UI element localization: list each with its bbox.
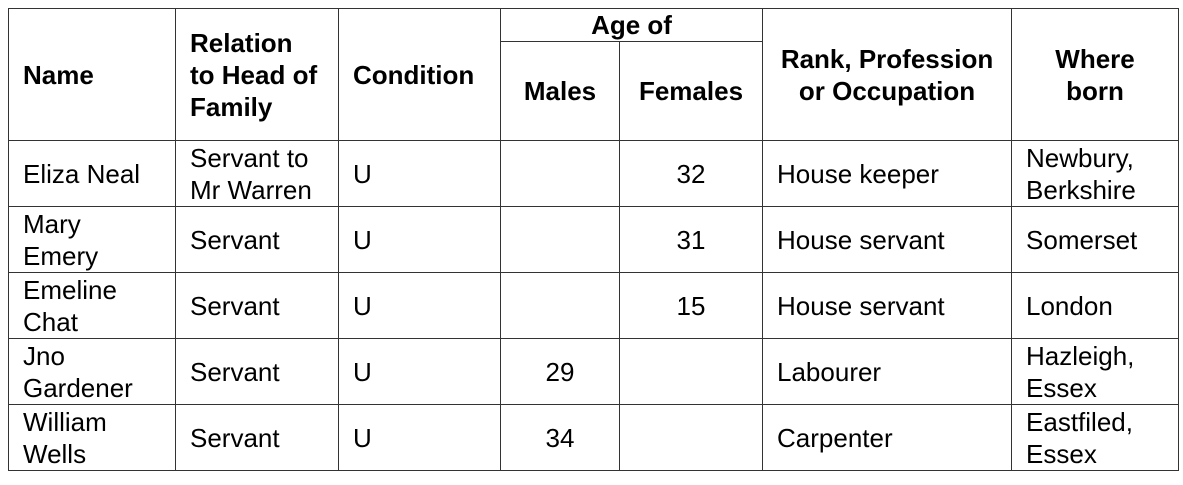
cell-occupation: House servant bbox=[762, 272, 1013, 339]
cell-males bbox=[500, 140, 620, 207]
cell-where-born: Newbury, Berkshire bbox=[1011, 140, 1180, 207]
cell-name: Jno Gardener bbox=[8, 338, 176, 405]
cell-occupation: House keeper bbox=[762, 140, 1013, 207]
table-row: William Wells Servant U 34 Carpenter Eastfile… bbox=[8, 404, 1180, 471]
cell-occupation: Labourer bbox=[762, 338, 1013, 405]
cell-occupation: House servant bbox=[762, 206, 1013, 273]
cell-name: Eliza Neal bbox=[8, 140, 176, 207]
header-name: Name bbox=[8, 8, 176, 141]
cell-males bbox=[500, 272, 620, 339]
cell-females: 15 bbox=[618, 272, 764, 339]
cell-females: 32 bbox=[618, 140, 764, 207]
cell-females: 31 bbox=[618, 206, 764, 273]
census-table: Name Relation to Head of Family Conditio… bbox=[8, 8, 1180, 471]
cell-relation: Servant bbox=[175, 404, 339, 471]
header-males: Males bbox=[500, 41, 620, 141]
cell-males: 29 bbox=[500, 338, 620, 405]
cell-males bbox=[500, 206, 620, 273]
cell-males: 34 bbox=[500, 404, 620, 471]
cell-relation: Servant bbox=[175, 272, 339, 339]
header-age-of: Age of bbox=[499, 8, 764, 42]
header-condition: Condition bbox=[338, 8, 501, 141]
cell-where-born: Eastfiled, Essex bbox=[1011, 404, 1180, 471]
cell-relation: Servant to Mr Warren bbox=[175, 140, 339, 207]
cell-condition: U bbox=[338, 338, 501, 405]
cell-where-born: Hazleigh, Essex bbox=[1011, 338, 1180, 405]
table-row: Eliza Neal Servant to Mr Warren U 32 House k… bbox=[8, 140, 1180, 207]
cell-females bbox=[618, 338, 764, 405]
cell-condition: U bbox=[338, 206, 501, 273]
cell-name: Emeline Chat bbox=[8, 272, 176, 339]
cell-condition: U bbox=[338, 272, 501, 339]
cell-females bbox=[618, 404, 764, 471]
table-row: Emeline Chat Servant U 15 House servant Londo… bbox=[8, 272, 1180, 339]
header-where-born: Where born bbox=[1011, 8, 1180, 141]
cell-occupation: Carpenter bbox=[762, 404, 1013, 471]
table-row: Mary Emery Servant U 31 House servant Somerse… bbox=[8, 206, 1180, 273]
cell-where-born: London bbox=[1011, 272, 1180, 339]
cell-where-born: Somerset bbox=[1011, 206, 1180, 273]
cell-condition: U bbox=[338, 404, 501, 471]
header-females: Females bbox=[618, 41, 764, 141]
header-occupation: Rank, Profession or Occupation bbox=[762, 8, 1013, 141]
cell-relation: Servant bbox=[175, 338, 339, 405]
cell-name: Mary Emery bbox=[8, 206, 176, 273]
cell-condition: U bbox=[338, 140, 501, 207]
cell-name: William Wells bbox=[8, 404, 176, 471]
table-row: Jno Gardener Servant U 29 Labourer Hazleigh, … bbox=[8, 338, 1180, 405]
cell-relation: Servant bbox=[175, 206, 339, 273]
header-relation: Relation to Head of Family bbox=[175, 8, 339, 141]
